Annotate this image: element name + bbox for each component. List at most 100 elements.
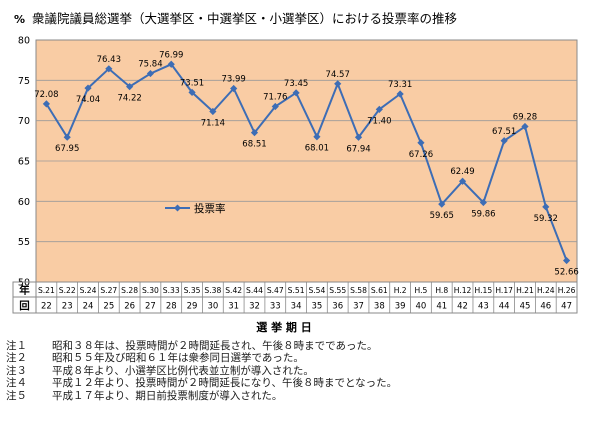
x-tick-label-year: S.33 bbox=[163, 286, 180, 295]
x-tick-label-round: 31 bbox=[228, 302, 239, 312]
data-label: 74.57 bbox=[326, 70, 350, 80]
x-tick-label-round: 42 bbox=[457, 302, 468, 312]
x-tick-label-round: 26 bbox=[124, 302, 135, 312]
chart-title: 衆議院議員総選挙（大選挙区・中選挙区・小選挙区）における投票率の推移 bbox=[32, 11, 457, 26]
data-point bbox=[334, 80, 342, 88]
data-point bbox=[375, 105, 383, 113]
data-label: 68.01 bbox=[305, 144, 329, 154]
data-point bbox=[500, 137, 508, 145]
data-label: 67.95 bbox=[55, 144, 79, 154]
y-tick-label: 70 bbox=[18, 116, 30, 127]
x-tick-label-round: 22 bbox=[41, 302, 52, 312]
footnote: 注３ 平成８年より、小選挙区比例代表並立制が導入された。 bbox=[6, 365, 397, 377]
turnout-chart: % 衆議院議員総選挙（大選挙区・中選挙区・小選挙区）における投票率の推移 50 5… bbox=[12, 11, 579, 334]
x-tick-label-year: S.38 bbox=[204, 286, 221, 295]
data-point bbox=[250, 129, 259, 137]
data-point bbox=[521, 122, 529, 131]
x-tick-label-year: H.2 bbox=[394, 286, 407, 295]
data-point bbox=[542, 203, 550, 211]
x-tick-label-year: H.24 bbox=[537, 286, 555, 295]
data-label: 71.40 bbox=[367, 116, 391, 126]
x-tick-label-year: S.54 bbox=[308, 286, 325, 295]
data-point bbox=[230, 84, 238, 93]
x-tick-label-round: 23 bbox=[62, 302, 73, 312]
footnotes: 注１ 昭和３８年は、投票時間が２時間延長され、午後８時までであった。 注２ 昭和５５… bbox=[6, 340, 397, 402]
x-axis-table: 年回 S.21 22 S.22 23 S.24 24 S.27 25 S.28 26 S.30 27 S.… bbox=[12, 281, 578, 314]
data-label: 76.99 bbox=[159, 50, 183, 60]
x-tick-label-year: S.58 bbox=[350, 286, 367, 295]
x-tick-label-round: 38 bbox=[374, 302, 385, 312]
x-tick-label-round: 34 bbox=[291, 302, 302, 312]
x-tick-label-year: S.24 bbox=[80, 286, 97, 295]
data-point bbox=[354, 133, 363, 141]
x-tick-label-year: H.5 bbox=[415, 286, 428, 295]
y-axis-unit: % bbox=[14, 13, 25, 26]
x-tick-label-year: H.21 bbox=[516, 286, 534, 295]
data-label: 71.76 bbox=[263, 92, 287, 102]
data-label: 76.43 bbox=[97, 55, 121, 65]
x-tick-label-round: 30 bbox=[207, 302, 218, 312]
legend-label: 投票率 bbox=[194, 202, 226, 215]
data-label: 59.65 bbox=[430, 211, 454, 221]
x-tick-label-round: 24 bbox=[83, 302, 94, 312]
x-axis-label: 選 挙 期 日 bbox=[256, 320, 312, 334]
x-tick-label-round: 32 bbox=[249, 302, 260, 312]
data-label: 73.45 bbox=[284, 79, 308, 89]
data-point bbox=[313, 133, 321, 141]
data-label: 72.08 bbox=[34, 90, 58, 100]
data-label: 59.32 bbox=[534, 214, 558, 224]
footnote-label: 注１ bbox=[6, 340, 27, 352]
x-tick-label-year: S.42 bbox=[225, 286, 242, 295]
turnout-series-line bbox=[45, 63, 568, 261]
x-tick-label-year: S.55 bbox=[329, 286, 346, 295]
data-point bbox=[458, 177, 467, 185]
x-tick-label-round: 41 bbox=[436, 302, 447, 312]
x-tick-label-round: 35 bbox=[311, 302, 322, 312]
x-tick-label-year: H.8 bbox=[435, 286, 448, 295]
footnote-text: 平成１２年より、投票時間が２時間延長になり、午後８時までとなった。 bbox=[52, 377, 398, 390]
data-label: 71.14 bbox=[201, 118, 225, 128]
x-tick-label-round: 45 bbox=[520, 302, 531, 312]
data-point bbox=[417, 139, 425, 147]
footnote-text: 昭和３８年は、投票時間が２時間延長され、午後８時までであった。 bbox=[52, 340, 378, 352]
x-tick-label-round: 37 bbox=[353, 302, 364, 312]
data-point bbox=[271, 102, 279, 111]
footnote-label: 注４ bbox=[6, 377, 27, 390]
y-tick-label: 50 bbox=[18, 278, 30, 289]
data-label: 75.84 bbox=[138, 60, 162, 70]
y-tick-label: 75 bbox=[18, 76, 30, 87]
y-tick-label: 65 bbox=[18, 157, 30, 168]
data-point bbox=[42, 100, 51, 108]
data-point bbox=[146, 69, 155, 78]
x-tick-label-year: S.47 bbox=[267, 286, 284, 295]
x-tick-label-year: H.15 bbox=[475, 286, 493, 295]
x-tick-label-year: H.26 bbox=[558, 286, 576, 295]
data-point bbox=[438, 200, 446, 208]
x-tick-label-round: 27 bbox=[145, 302, 156, 312]
data-point bbox=[479, 198, 487, 207]
x-tick-label-round: 44 bbox=[499, 302, 510, 312]
footnote-label: 注２ bbox=[6, 352, 27, 365]
footnote: 注５ 平成１７年より、期日前投票制度が導入された。 bbox=[6, 390, 397, 402]
gridlines bbox=[36, 79, 577, 243]
legend-marker bbox=[174, 204, 181, 212]
row-header-round: 回 bbox=[19, 300, 30, 312]
data-point bbox=[167, 60, 175, 68]
footnote: 注１ 昭和３８年は、投票時間が２時間延長され、午後８時までであった。 bbox=[6, 340, 397, 352]
footnote: 注２ 昭和５５年及び昭和６１年は衆参同日選挙であった。 bbox=[6, 352, 397, 364]
x-tick-label-round: 36 bbox=[332, 302, 343, 312]
x-tick-label-round: 28 bbox=[166, 302, 177, 312]
y-axis-ticks: 50 55 60 65 70 75 80 bbox=[18, 36, 30, 289]
x-tick-label-round: 46 bbox=[540, 302, 551, 312]
x-tick-label-round: 25 bbox=[103, 302, 114, 312]
x-tick-label-year: S.28 bbox=[121, 286, 138, 295]
data-label: 73.31 bbox=[388, 80, 412, 90]
y-tick-label: 55 bbox=[18, 237, 30, 248]
data-label: 73.99 bbox=[222, 74, 246, 84]
data-points bbox=[42, 60, 571, 265]
footnote-text: 平成１７年より、期日前投票制度が導入された。 bbox=[52, 389, 283, 402]
x-tick-label-year: S.51 bbox=[288, 286, 305, 295]
footnote-label: 注５ bbox=[6, 389, 27, 402]
x-tick-label-year: S.27 bbox=[100, 286, 117, 295]
